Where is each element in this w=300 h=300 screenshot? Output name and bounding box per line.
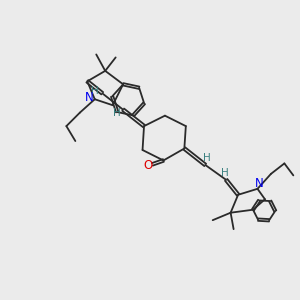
Text: H: H [91, 86, 99, 96]
Text: H: H [221, 168, 229, 178]
Text: H: H [203, 153, 211, 164]
Text: H: H [113, 108, 120, 118]
Text: N: N [85, 91, 94, 104]
Text: O: O [143, 159, 152, 172]
Text: N: N [255, 177, 263, 190]
